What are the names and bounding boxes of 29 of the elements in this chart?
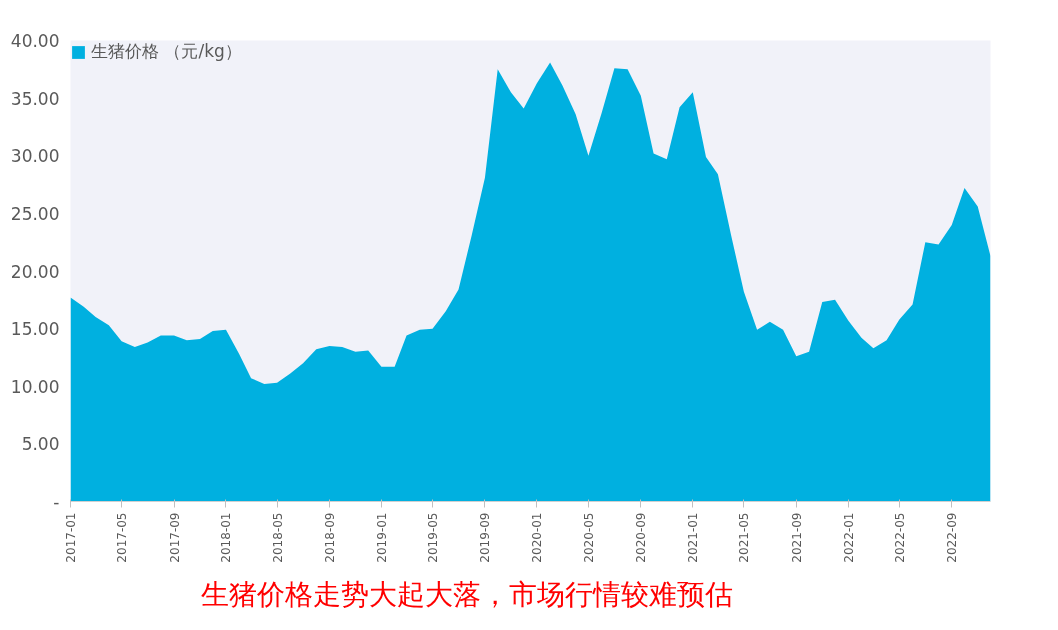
x-tick-label: 2018-05	[270, 512, 285, 563]
x-tick-label: 2021-09	[789, 512, 804, 563]
x-tick-label: 2020-09	[634, 512, 649, 563]
x-tick-label: 2017-09	[167, 512, 182, 563]
x-tick-label: 2022-09	[945, 512, 960, 563]
x-tick-label: 2021-05	[737, 512, 752, 563]
x-tick-label: 2020-01	[530, 512, 545, 563]
x-tick-label: 2022-05	[892, 512, 907, 563]
x-tick-label: 2018-09	[322, 512, 337, 563]
y-tick-label: -	[53, 492, 60, 512]
x-tick-label: 2021-01	[686, 512, 701, 563]
y-tick-label: 15.00	[10, 319, 60, 340]
text: 生猪价格走势大起大落，市场行情较难预估	[200, 577, 733, 611]
x-tick-label: 2018-01	[219, 512, 234, 563]
y-tick-label: 25.00	[10, 203, 60, 224]
y-tick-label: 5.00	[21, 434, 60, 455]
x-tick-label: 2022-01	[841, 512, 856, 563]
x-tick-label: 2020-05	[581, 512, 596, 563]
y-tick-label: 10.00	[10, 376, 60, 397]
y-tick-label: 20.00	[10, 261, 60, 282]
y-tick-label: 40.00	[10, 31, 60, 51]
y-tick-label: 30.00	[10, 146, 60, 167]
x-tick-label: 2017-01	[64, 512, 78, 563]
x-tick-label: 2019-05	[426, 512, 441, 563]
y-tick-label: 35.00	[10, 88, 60, 109]
legend-label: 生猪价格 （元/kg）	[91, 40, 242, 63]
x-tick-label: 2019-09	[478, 512, 493, 563]
x-tick-label: 2019-01	[374, 512, 389, 563]
x-tick-label: 2017-05	[115, 512, 130, 563]
